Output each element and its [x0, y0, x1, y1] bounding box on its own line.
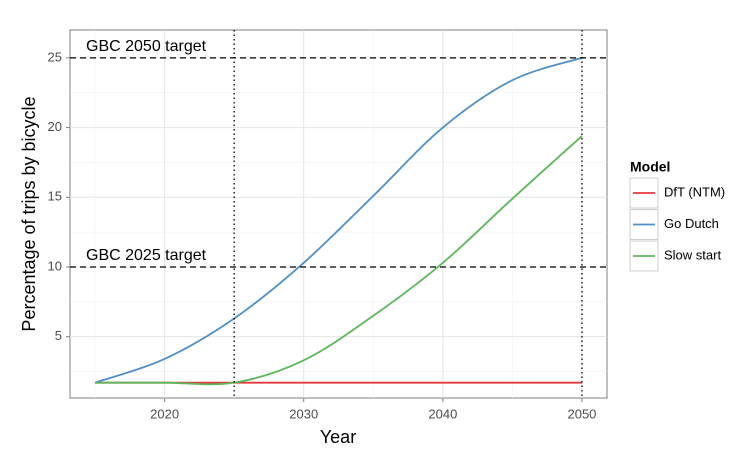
legend-label: DfT (NTM): [664, 184, 725, 199]
y-axis-title: Percentage of trips by bicycle: [19, 96, 39, 331]
series-line: [94, 57, 583, 384]
y-tick-label: 20: [48, 119, 62, 134]
reference-label: GBC 2050 target: [86, 38, 207, 55]
y-tick-label: 10: [48, 258, 62, 273]
x-tick-label: 2030: [289, 406, 318, 421]
plot-panel: [69, 29, 608, 399]
legend-title: Model: [630, 159, 670, 175]
x-tick-label: 2050: [567, 406, 596, 421]
y-tick-label: 5: [55, 328, 62, 343]
x-axis-title: Year: [320, 427, 356, 447]
legend-label: Slow start: [664, 247, 721, 262]
y-tick-label: 15: [48, 189, 62, 204]
legend-label: Go Dutch: [664, 216, 719, 231]
legend: DfT (NTM) Go Dutch Slow start: [629, 177, 725, 272]
x-tick-label: 2040: [428, 406, 457, 421]
reference-label: GBC 2025 target: [86, 247, 207, 264]
marks: [94, 57, 583, 386]
series-line: [95, 135, 583, 386]
y-tick-label: 25: [48, 49, 62, 64]
x-tick-label: 2020: [150, 406, 179, 421]
